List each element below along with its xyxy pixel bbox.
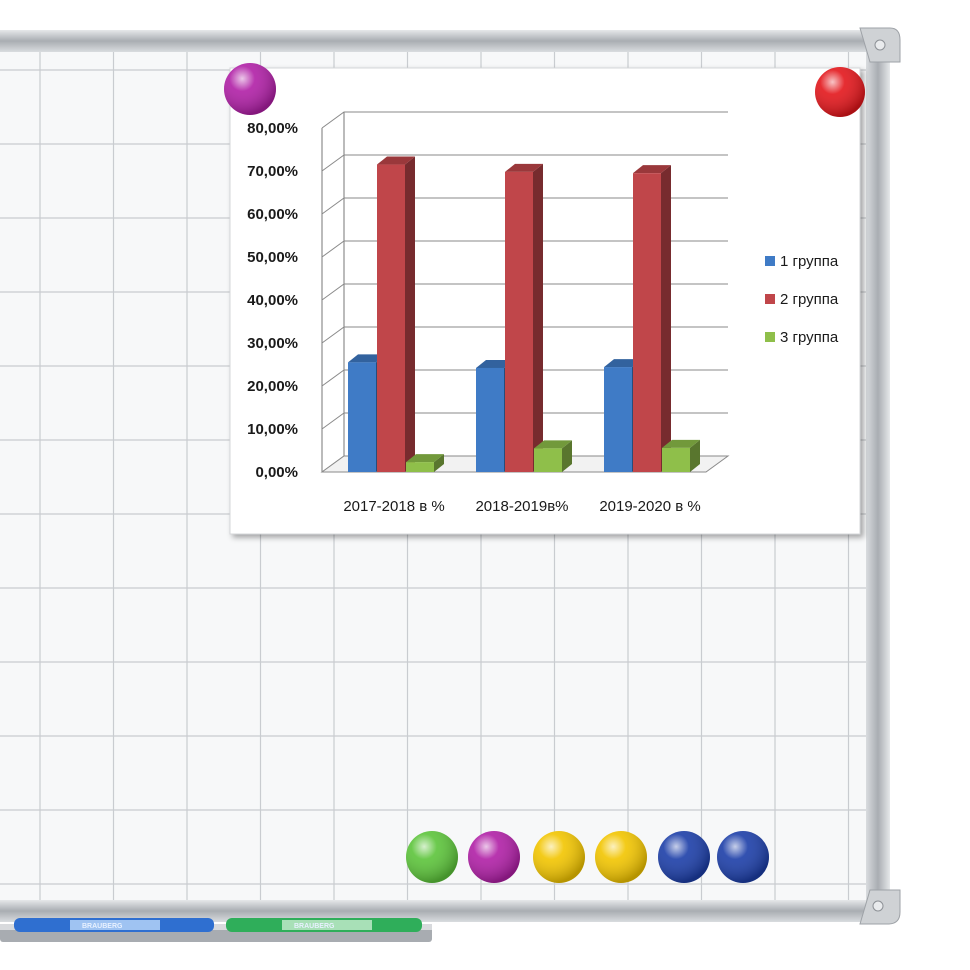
bar-side — [533, 163, 543, 473]
bar-top — [505, 163, 543, 172]
y-tick-label: 50,00% — [247, 249, 298, 266]
grid-line — [321, 240, 728, 258]
bar-side — [434, 454, 444, 472]
marker-tray-lip — [0, 924, 432, 930]
legend-label: 2 группа — [780, 291, 839, 308]
bar-side — [562, 440, 572, 472]
marker-green[interactable]: BRAUBERG — [226, 918, 422, 932]
frame-right — [866, 40, 890, 915]
y-tick-label: 0,00% — [255, 464, 298, 481]
marker-blue[interactable]: BRAUBERG — [14, 918, 214, 932]
legend-label: 1 группа — [780, 253, 839, 270]
grid-line — [321, 197, 728, 215]
bar-front — [662, 447, 690, 472]
magnet-gloss — [595, 831, 647, 883]
y-tick-label: 40,00% — [247, 292, 298, 309]
marker-green-label — [282, 920, 372, 930]
corner-screw-bottom — [872, 900, 884, 912]
magnet[interactable] — [533, 831, 585, 883]
bar — [505, 163, 543, 473]
marker-green-brand: BRAUBERG — [294, 923, 335, 930]
bar-front — [377, 164, 405, 473]
bar-top — [604, 359, 642, 368]
magnet[interactable] — [406, 831, 458, 883]
x-tick-label: 2018-2019в% — [475, 498, 568, 515]
grid-line — [321, 111, 728, 129]
marker-blue-label — [70, 920, 160, 930]
legend-label: 3 группа — [780, 329, 839, 346]
bar — [662, 439, 700, 472]
legend-swatch — [765, 256, 775, 266]
bar-side — [690, 439, 700, 472]
grid-line — [321, 326, 728, 344]
bar-top — [633, 165, 671, 174]
bar-front — [406, 462, 434, 472]
magnet-row — [406, 831, 769, 883]
magnet-gloss — [406, 831, 458, 883]
bar-top — [662, 439, 700, 448]
bar-top — [476, 359, 514, 368]
bar-top — [348, 354, 386, 363]
magnet-gloss — [658, 831, 710, 883]
legend-swatch — [765, 294, 775, 304]
y-tick-label: 20,00% — [247, 378, 298, 395]
marker-blue-brand: BRAUBERG — [82, 923, 123, 930]
bar — [534, 440, 572, 472]
frame-bottom — [0, 900, 880, 922]
bar-top — [377, 156, 415, 165]
grid-line — [321, 369, 728, 387]
y-tick-label: 80,00% — [247, 120, 298, 137]
magnet-gloss — [468, 831, 520, 883]
grid-line — [321, 154, 728, 172]
x-tick-label: 2017-2018 в % — [343, 498, 444, 515]
x-tick-label: 2019-2020 в % — [599, 498, 700, 515]
magnet-red-pin[interactable] — [815, 67, 865, 117]
bar-side — [661, 165, 671, 472]
y-tick-label: 60,00% — [247, 206, 298, 223]
bar-front — [476, 367, 504, 472]
bar — [406, 454, 444, 472]
grid-line — [321, 283, 728, 301]
bar-front — [604, 367, 632, 472]
bar-top — [534, 440, 572, 449]
magnet[interactable] — [717, 831, 769, 883]
legend-swatch — [765, 332, 775, 342]
bar-front — [348, 362, 376, 472]
bar-chart: 0,00% 10,00% 20,00% 30,00% 40,00% 50,00% 60,00… — [247, 111, 839, 515]
bar-top — [406, 454, 444, 463]
bar-front — [505, 171, 533, 473]
bar-front — [534, 448, 562, 472]
magnet[interactable] — [658, 831, 710, 883]
y-tick-label: 30,00% — [247, 335, 298, 352]
magnet[interactable] — [595, 831, 647, 883]
magnet-purple-pin[interactable] — [224, 63, 276, 115]
bar — [633, 165, 671, 472]
y-tick-label: 10,00% — [247, 421, 298, 438]
bar-front — [633, 173, 661, 472]
corner-screw-top — [874, 39, 886, 51]
magnet[interactable] — [468, 831, 520, 883]
frame-top — [0, 30, 880, 52]
magnet-gloss — [717, 831, 769, 883]
bar-side — [405, 156, 415, 473]
grid-line — [321, 412, 728, 430]
magnet-gloss — [533, 831, 585, 883]
bar — [377, 156, 415, 473]
y-tick-label: 70,00% — [247, 163, 298, 180]
